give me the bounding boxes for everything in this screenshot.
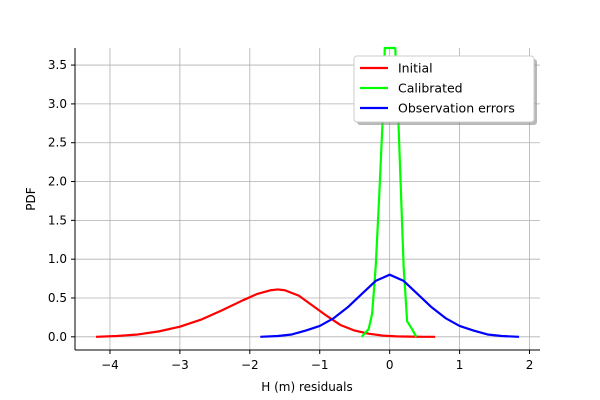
ticks: −4 −3 −2 −1 0 1 2 0.0 0.5 1.0 1.5 2.0 2.5 3.0 3.5	[48, 58, 533, 372]
x-tick-label: 2	[526, 358, 534, 372]
series-line	[95, 288, 436, 338]
y-axis-label: PDF	[24, 187, 38, 210]
y-tick-label: 0.0	[48, 330, 67, 344]
y-tick-label: 3.5	[48, 58, 67, 72]
x-tick-label: 0	[386, 358, 394, 372]
legend-label: Observation errors	[398, 101, 515, 116]
y-tick-label: 2.0	[48, 175, 67, 189]
x-tick-label: 1	[456, 358, 464, 372]
x-tick-label: −2	[241, 358, 259, 372]
legend: Initial Calibrated Observation errors	[353, 55, 537, 125]
y-tick-label: 1.5	[48, 213, 67, 227]
axes	[74, 48, 540, 351]
y-tick-label: 2.5	[48, 136, 67, 150]
x-axis-label: H (m) residuals	[261, 380, 353, 394]
grid	[75, 48, 540, 350]
legend-label: Calibrated	[398, 81, 463, 96]
y-tick-label: 3.0	[48, 97, 67, 111]
x-tick-label: −1	[311, 358, 329, 372]
legend-label: Initial	[398, 61, 433, 76]
x-tick-label: −4	[101, 358, 119, 372]
x-tick-label: −3	[171, 358, 189, 372]
legend-box	[353, 55, 535, 123]
series-line	[260, 273, 520, 338]
y-tick-label: 0.5	[48, 291, 67, 305]
y-tick-label: 1.0	[48, 252, 67, 266]
series-group	[95, 46, 520, 338]
